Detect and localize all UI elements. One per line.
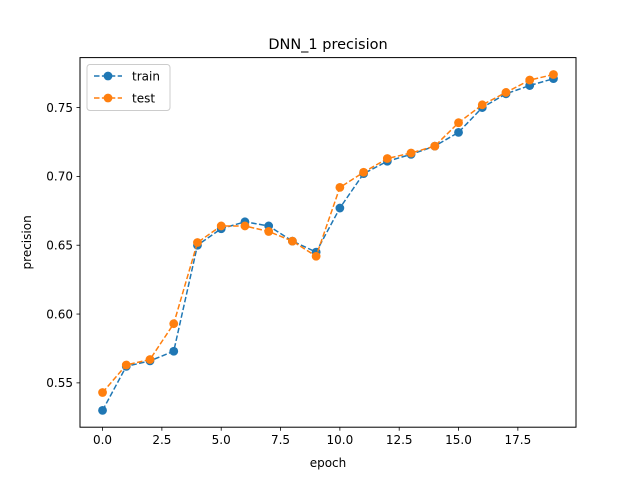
data-point-test bbox=[121, 360, 131, 370]
data-point-train bbox=[169, 346, 179, 356]
legend: train test bbox=[86, 64, 171, 111]
y-tick-label: 0.60 bbox=[46, 307, 73, 321]
x-tick-label: 5.0 bbox=[212, 433, 231, 447]
x-tick-label: 7.5 bbox=[271, 433, 290, 447]
y-tick-label: 0.75 bbox=[46, 101, 73, 115]
data-point-test bbox=[240, 221, 250, 231]
data-point-test bbox=[311, 251, 321, 261]
x-axis: 0.0 2.5 5.0 7.5 10.0 12.5 15.0 17.5 bbox=[93, 427, 531, 447]
data-point-test bbox=[193, 238, 202, 247]
y-tick-label: 0.70 bbox=[46, 170, 73, 184]
data-point-test bbox=[454, 118, 463, 128]
axes-frame bbox=[79, 57, 577, 428]
plot-area bbox=[98, 70, 558, 415]
x-tick-label: 15.0 bbox=[445, 433, 472, 447]
y-tick-label: 0.65 bbox=[46, 239, 73, 253]
data-point-test bbox=[264, 227, 274, 236]
data-point-test bbox=[98, 388, 107, 397]
legend-item-train: train bbox=[94, 69, 160, 83]
series-line-train bbox=[101, 77, 554, 411]
data-point-test bbox=[288, 236, 297, 246]
data-point-test bbox=[406, 148, 416, 158]
data-point-test bbox=[145, 355, 155, 364]
legend-label: test bbox=[132, 91, 155, 105]
data-point-test bbox=[169, 319, 179, 329]
series-test bbox=[98, 70, 558, 397]
y-tick-label: 0.55 bbox=[46, 376, 73, 390]
y-axis: 0.55 0.60 0.65 0.70 0.75 bbox=[46, 101, 80, 390]
y-axis-title: precision bbox=[20, 215, 34, 269]
data-point-train bbox=[98, 406, 107, 415]
x-tick-label: 2.5 bbox=[152, 433, 171, 447]
data-point-train bbox=[335, 203, 345, 213]
data-point-test bbox=[382, 154, 392, 163]
x-tick-label: 12.5 bbox=[386, 433, 413, 447]
data-point-test bbox=[335, 183, 345, 192]
data-point-test bbox=[216, 221, 226, 231]
data-point-test bbox=[549, 70, 558, 79]
chart-title: DNN_1 precision bbox=[268, 37, 387, 53]
legend-item-test: test bbox=[94, 91, 155, 105]
series-line-test bbox=[101, 73, 554, 393]
legend-marker bbox=[103, 93, 113, 103]
data-point-test bbox=[430, 141, 440, 151]
data-point-test bbox=[525, 75, 535, 85]
data-point-test bbox=[359, 167, 368, 177]
data-point-test bbox=[501, 88, 511, 97]
legend-marker bbox=[103, 71, 113, 81]
x-tick-label: 0.0 bbox=[93, 433, 112, 447]
x-axis-title: epoch bbox=[310, 456, 347, 470]
data-point-train bbox=[454, 127, 463, 137]
x-tick-label: 10.0 bbox=[327, 433, 354, 447]
data-point-test bbox=[477, 100, 487, 110]
legend-label: train bbox=[132, 69, 160, 83]
x-tick-label: 17.5 bbox=[504, 433, 531, 447]
